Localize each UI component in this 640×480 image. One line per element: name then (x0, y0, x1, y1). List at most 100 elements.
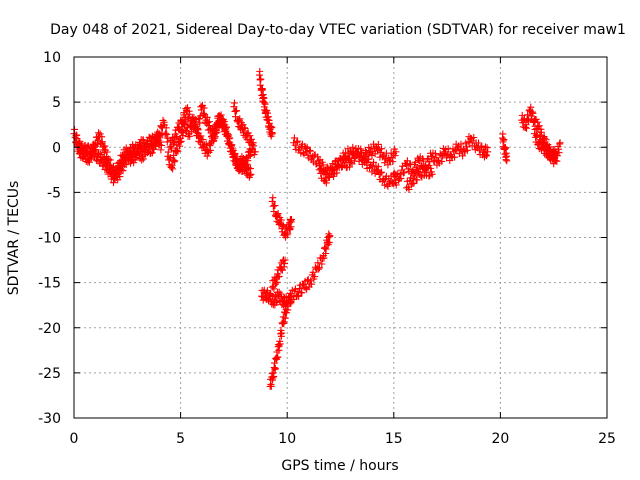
data-point (184, 104, 192, 112)
x-tick-label: 0 (70, 431, 79, 447)
data-point (368, 152, 376, 160)
data-point (171, 157, 179, 165)
data-point (233, 107, 241, 115)
data-point (413, 176, 421, 184)
data-point (173, 133, 181, 141)
data-point (326, 232, 334, 240)
data-point (163, 130, 171, 138)
data-point (230, 99, 238, 107)
data-point (174, 147, 182, 155)
data-point (268, 283, 276, 291)
data-point (281, 256, 289, 264)
data-point (135, 148, 143, 156)
data-point (170, 151, 178, 159)
data-point (309, 268, 317, 276)
data-point (247, 170, 255, 178)
data-point (406, 160, 414, 168)
tick-marks (73, 56, 608, 419)
data-point (306, 147, 314, 155)
data-point (203, 152, 211, 160)
data-point (438, 157, 446, 165)
data-point (447, 152, 455, 160)
data-point (206, 146, 214, 154)
data-point (247, 135, 255, 143)
data-point (405, 185, 413, 193)
data-point (280, 318, 288, 326)
data-point (212, 129, 220, 137)
x-tick-labels: 0 5 10 15 20 25 (70, 431, 616, 447)
data-point (274, 210, 282, 218)
data-point (205, 118, 213, 126)
data-point (204, 118, 212, 126)
data-point (277, 216, 285, 224)
data-point (283, 309, 291, 317)
chart-title: Day 048 of 2021, Sidereal Day-to-day VTE… (50, 22, 626, 38)
data-point (239, 121, 247, 129)
data-point (541, 134, 549, 142)
data-point (350, 157, 358, 165)
data-point (306, 146, 314, 154)
data-point (503, 157, 511, 165)
data-point (229, 153, 237, 161)
data-point (118, 160, 126, 168)
data-point (483, 152, 491, 160)
data-point (384, 161, 392, 169)
data-point (299, 149, 307, 157)
data-point (199, 136, 207, 144)
data-point (113, 173, 121, 181)
data-point (200, 104, 208, 112)
data-point (228, 141, 236, 149)
y-tick-label: 10 (43, 50, 61, 66)
data-point (451, 153, 459, 161)
data-point (415, 156, 423, 164)
data-point (105, 155, 113, 163)
data-point (396, 170, 404, 178)
data-point (133, 154, 141, 162)
data-point (177, 137, 185, 145)
data-point (71, 125, 79, 133)
data-point (236, 115, 244, 123)
data-point (463, 146, 471, 154)
data-point (523, 124, 531, 132)
x-tick-label: 10 (278, 431, 296, 447)
data-point (268, 130, 276, 138)
data-point (363, 155, 371, 163)
data-point (459, 152, 467, 160)
data-point (284, 229, 292, 237)
data-point (378, 168, 386, 176)
data-point (355, 153, 363, 161)
data-point (269, 194, 277, 202)
data-point (535, 122, 543, 130)
data-point (294, 137, 302, 145)
data-point (413, 163, 421, 171)
data-point (276, 340, 284, 348)
data-point (256, 67, 264, 75)
data-point (257, 75, 265, 83)
data-point (260, 94, 268, 102)
data-point (290, 134, 298, 142)
data-point (250, 142, 258, 150)
data-point (501, 144, 509, 152)
data-point (357, 145, 365, 153)
data-point (154, 132, 162, 140)
grid-lines (74, 57, 607, 418)
y-tick-label: -25 (38, 366, 61, 382)
data-point (176, 126, 184, 134)
data-point (320, 254, 328, 262)
data-point (122, 161, 130, 169)
data-point (274, 353, 282, 361)
data-point (484, 148, 492, 156)
data-point (377, 169, 385, 177)
data-point (222, 123, 230, 131)
data-point (464, 138, 472, 146)
data-point (278, 329, 286, 337)
data-point (273, 278, 281, 286)
data-point (166, 143, 174, 151)
data-point (400, 169, 408, 177)
data-point (189, 116, 197, 124)
data-point (271, 202, 279, 210)
data-point (271, 359, 279, 367)
data-point (349, 143, 357, 151)
data-point (171, 138, 179, 146)
data-point (261, 100, 269, 108)
